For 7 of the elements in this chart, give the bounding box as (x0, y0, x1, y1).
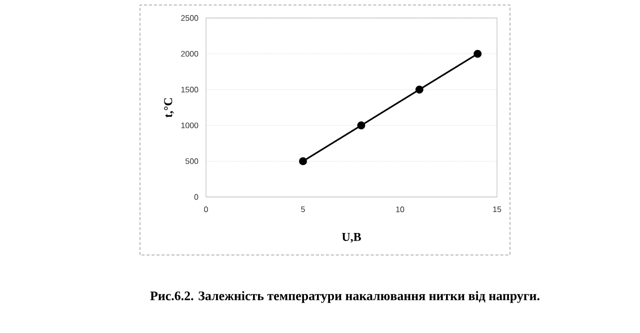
point (474, 50, 482, 58)
point (357, 121, 366, 130)
y-axis-title: t,°C (164, 98, 174, 118)
x-axis-title: U,B (342, 233, 361, 243)
point (415, 86, 424, 94)
text: Рис.6.2. Залежність температури накалювання нитки від напруги. (150, 291, 540, 303)
point (299, 157, 307, 166)
